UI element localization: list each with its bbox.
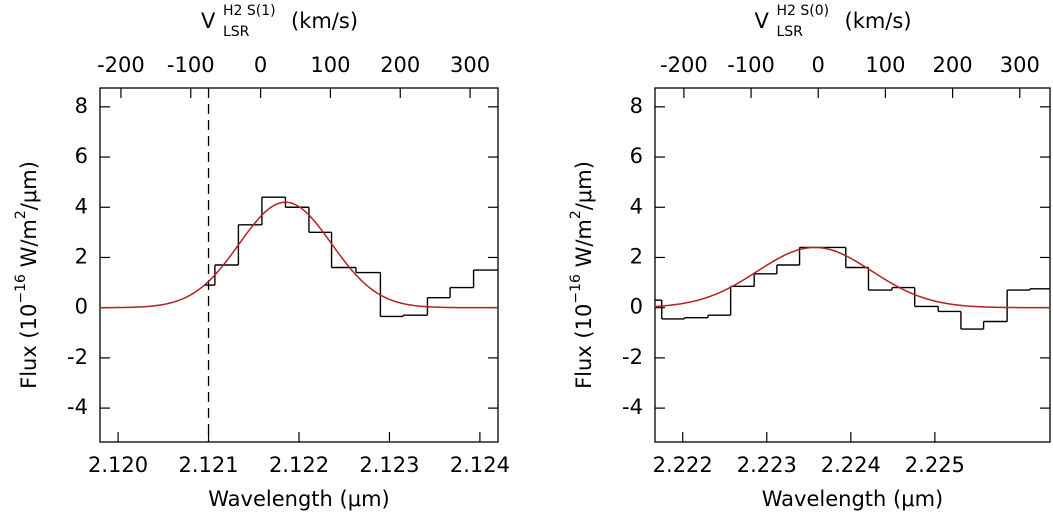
y-tick-label: -2 (622, 345, 643, 369)
top-axis-label-unit: (km/s) (845, 9, 912, 33)
top-axis-label-sub: LSR (777, 24, 804, 40)
y-axis-label-part: W/m (572, 219, 596, 274)
x-axis-label: Wavelength (μm) (208, 487, 389, 511)
x2-tick-label: 200 (380, 53, 420, 77)
y-axis-label-part: −16 (568, 274, 584, 304)
top-axis-label-unit: (km/s) (291, 9, 358, 33)
x2-tick-label: -100 (167, 53, 215, 77)
x-tick-label: 2.225 (905, 453, 965, 477)
x2-tick-label: 0 (812, 53, 825, 77)
x-axis-label: Wavelength (μm) (762, 487, 943, 511)
top-axis-label-sup: H2 S(1) (223, 3, 276, 19)
y-tick-label: 0 (630, 295, 643, 319)
y-tick-label: 8 (630, 94, 643, 118)
y-axis-label-part: Flux (10 (572, 304, 596, 389)
y-tick-label: 6 (75, 144, 88, 168)
plot-frame (654, 87, 1051, 443)
x-tick-label: 2.222 (653, 453, 713, 477)
y-tick-label: 6 (630, 144, 643, 168)
x2-tick-label: -200 (660, 53, 708, 77)
y-tick-label: -4 (622, 395, 643, 419)
x2-tick-label: -200 (97, 53, 145, 77)
y-tick-label: 0 (75, 295, 88, 319)
fit-curve (654, 246, 1050, 309)
top-axis-label: V (201, 9, 216, 33)
x-tick-label: 2.120 (88, 453, 148, 477)
y-axis-label-part: W/m (17, 219, 41, 274)
x2-tick-label: 0 (254, 53, 267, 77)
x2-tick-label: 100 (310, 53, 350, 77)
y-tick-label: 4 (630, 194, 643, 218)
y-axis-label: Flux (10−16 W/m2/μm) (13, 161, 41, 389)
x-tick-label: 2.124 (450, 453, 510, 477)
x-tick-label: 2.224 (821, 453, 881, 477)
x2-tick-label: 300 (450, 53, 490, 77)
y-tick-label: -4 (67, 395, 88, 419)
x-tick-label: 2.223 (737, 453, 797, 477)
y-axis-label: Flux (10−16 W/m2/μm) (568, 161, 596, 389)
panel: -4 -2 0 2 4 6 8 2.120 2.121 2.122 2.123 2.124 -200 -1… (13, 3, 510, 511)
y-tick-label: 8 (75, 94, 88, 118)
fit-curve (99, 201, 498, 309)
panel: -4 -2 0 2 4 6 8 2.222 2.223 2.224 2.225 -200 -100 0 10… (568, 3, 1051, 511)
y-axis-label-part: 2 (13, 210, 29, 219)
y-tick-label: 2 (630, 244, 643, 268)
y-tick-label: -2 (67, 345, 88, 369)
y-axis-label-part: /μm) (572, 161, 596, 210)
x2-tick-label: -100 (727, 53, 775, 77)
top-axis-label-sub: LSR (223, 24, 250, 40)
y-tick-label: 2 (75, 244, 88, 268)
x2-tick-label: 200 (933, 53, 973, 77)
y-axis-label-part: 2 (568, 210, 584, 219)
x-tick-label: 2.121 (178, 453, 238, 477)
y-axis-label-part: Flux (10 (17, 304, 41, 389)
top-axis-label: V (755, 9, 770, 33)
top-axis-label-sup: H2 S(0) (777, 3, 830, 19)
x-tick-label: 2.123 (359, 453, 419, 477)
x-tick-label: 2.122 (269, 453, 329, 477)
x2-tick-label: 100 (865, 53, 905, 77)
y-tick-label: 4 (75, 194, 88, 218)
y-axis-label-part: /μm) (17, 161, 41, 210)
y-axis-label-part: −16 (13, 274, 29, 304)
plot-frame (99, 87, 499, 443)
x2-tick-label: 300 (1000, 53, 1040, 77)
